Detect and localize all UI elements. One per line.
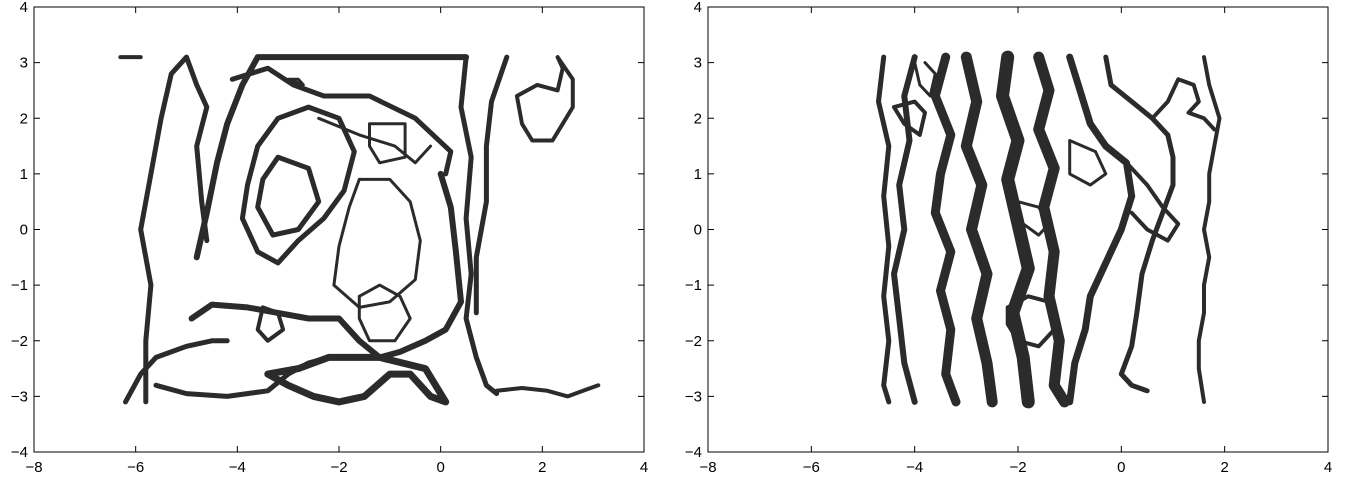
point-trace-right-7 — [1066, 53, 1136, 406]
point-trace-right-4 — [960, 51, 998, 408]
point-trace-left-7 — [458, 54, 500, 397]
point-trace-right-1 — [876, 54, 892, 405]
x-tick-label-right-0: −8 — [699, 459, 716, 476]
y-tick-label-left-0: −4 — [11, 444, 28, 461]
point-trace-right-11 — [892, 99, 927, 137]
point-trace-left-9 — [494, 383, 601, 399]
y-tick-label-left-6: 2 — [20, 110, 28, 127]
point-trace-right-13 — [1005, 294, 1057, 349]
y-tick-label-right-8: 4 — [694, 0, 702, 16]
chart-panel-left: −8 −6 −4 −2 0 2 4 −4 −3 −2 −1 0 1 2 3 4 — [11, 0, 648, 476]
point-trace-left-4 — [188, 170, 464, 361]
point-trace-right-6 — [1033, 51, 1070, 408]
point-trace-right-14 — [1016, 200, 1051, 237]
point-trace-right-0 — [1196, 55, 1222, 404]
point-trace-left-17 — [229, 65, 454, 177]
point-trace-left-2 — [123, 338, 230, 405]
x-tick-label-right-5: 2 — [1220, 459, 1228, 476]
point-trace-left-6 — [264, 353, 450, 406]
point-trace-left-15 — [255, 305, 286, 343]
y-tick-label-left-8: 4 — [20, 0, 28, 16]
y-tick-label-left-1: −3 — [11, 388, 28, 405]
point-trace-right-3 — [930, 52, 961, 407]
point-trace-right-12 — [913, 61, 937, 98]
point-trace-left-14 — [357, 283, 412, 343]
point-trace-left-12 — [255, 154, 322, 238]
point-trace-left-1 — [138, 54, 210, 405]
point-trace-right-10 — [1124, 160, 1181, 243]
point-trace-right-8 — [1103, 54, 1176, 394]
point-trace-left-13 — [332, 177, 422, 309]
x-tick-label-right-4: 0 — [1117, 459, 1125, 476]
x-tick-label-right-6: 4 — [1324, 459, 1332, 476]
point-trace-left-11 — [239, 104, 357, 266]
point-trace-left-19 — [368, 122, 407, 165]
x-tick-label-right-1: −6 — [803, 459, 820, 476]
y-tick-label-right-5: 1 — [694, 166, 702, 183]
point-trace-left-8 — [473, 54, 510, 316]
y-tick-label-left-3: −1 — [11, 277, 28, 294]
y-tick-label-left-4: 0 — [20, 222, 28, 239]
chart-panel-right: −8 −6 −4 −2 0 2 4 −4 −3 −2 −1 0 1 2 3 4 — [678, 0, 1356, 483]
x-tick-label-left-4: 0 — [436, 459, 444, 476]
y-tick-label-right-6: 2 — [694, 110, 702, 127]
y-tick-label-right-2: −2 — [685, 333, 702, 350]
x-tick-label-right-2: −4 — [906, 459, 923, 476]
point-trace-right-9 — [1150, 77, 1217, 132]
x-tick-label-left-5: 2 — [538, 459, 546, 476]
y-tick-label-right-7: 3 — [694, 55, 702, 72]
x-tick-label-left-6: 4 — [640, 459, 648, 476]
x-tick-label-right-3: −2 — [1009, 459, 1026, 476]
y-tick-label-right-0: −4 — [685, 444, 702, 461]
y-tick-label-right-3: −1 — [685, 277, 702, 294]
point-trace-left-5 — [193, 54, 470, 261]
y-tick-label-left-7: 3 — [20, 55, 28, 72]
x-tick-label-left-0: −8 — [25, 459, 42, 476]
point-trace-left-16 — [317, 116, 432, 165]
point-trace-left-10 — [514, 55, 575, 143]
plot-frame-left — [33, 6, 645, 453]
point-trace-left-18 — [286, 77, 305, 87]
scatter-plot-left: −8 −6 −4 −2 0 2 4 −4 −3 −2 −1 0 1 2 3 4 — [11, 0, 648, 476]
point-trace-right-5 — [996, 50, 1035, 409]
point-trace-right-2 — [891, 54, 918, 405]
scatter-plot-right: −8 −6 −4 −2 0 2 4 −4 −3 −2 −1 0 1 2 3 4 — [685, 0, 1332, 476]
x-tick-label-left-3: −2 — [330, 459, 347, 476]
y-tick-label-left-5: 1 — [20, 166, 28, 183]
y-tick-label-right-1: −3 — [685, 388, 702, 405]
y-tick-label-left-2: −2 — [11, 333, 28, 350]
point-trace-right-15 — [1068, 139, 1108, 187]
x-tick-label-left-1: −6 — [127, 459, 144, 476]
x-tick-label-left-2: −4 — [229, 459, 246, 476]
y-tick-label-right-4: 0 — [694, 222, 702, 239]
